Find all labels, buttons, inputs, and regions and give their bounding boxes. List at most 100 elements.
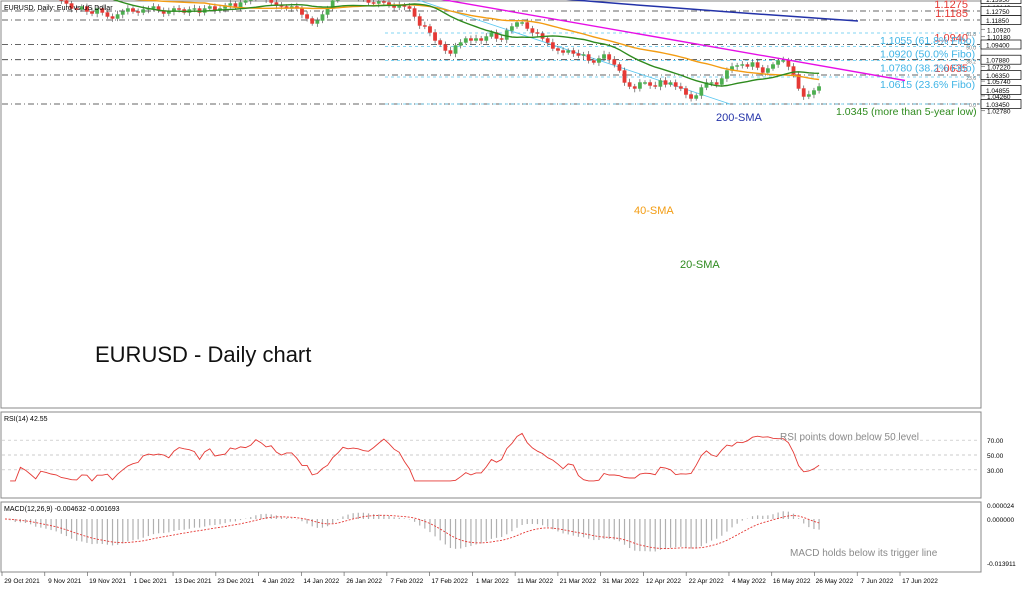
candle-body (637, 82, 642, 89)
candle-body (110, 16, 115, 19)
candle-body (422, 25, 427, 27)
price-flag-label: 1.04855 (986, 88, 1010, 95)
candle-body (484, 36, 489, 41)
macd-panel-frame (0, 501, 982, 573)
candle-body (745, 64, 750, 67)
rsi-note: RSI points down below 50 level (780, 432, 919, 443)
fibo-label: 1.0920 (50.0% Fibo) (880, 49, 975, 61)
resistance-label: 1.0940 (934, 33, 968, 45)
candle-body (315, 20, 320, 24)
x-tick-label: 1 Mar 2022 (476, 578, 509, 585)
x-axis-layer: 29 Oct 2021 9 Nov 2021 19 Nov 2021 1 Dec 20… (1, 572, 938, 585)
candle-body (305, 14, 309, 19)
candle-body (85, 6, 89, 12)
x-tick-label: 17 Jun 2022 (902, 578, 938, 585)
candle-body (417, 16, 422, 26)
candle-body (571, 50, 576, 54)
candle-body (719, 78, 724, 85)
x-tick-label: 13 Dec 2021 (175, 578, 212, 585)
candle-body (704, 82, 709, 88)
candle-body (535, 32, 540, 34)
x-tick-label: 4 Jan 2022 (262, 578, 295, 585)
candle-body (177, 8, 181, 10)
candle-body (648, 82, 653, 86)
price-flag-label: 1.13950 (986, 0, 1010, 4)
candle-body (105, 12, 110, 17)
candle-body (474, 38, 478, 41)
candle-body (248, 0, 253, 1)
price-flag (980, 0, 1022, 4)
x-tick-label: 26 Jan 2022 (346, 578, 382, 585)
price-flag (980, 85, 1022, 95)
candle-body (791, 66, 796, 75)
candle-body (325, 8, 330, 15)
candle-body (428, 26, 432, 33)
candle-body (59, 0, 64, 1)
sma-20-label: 20-SMA (680, 259, 720, 271)
price-tick-label: 1.02780 (987, 109, 1011, 116)
price-flag (980, 15, 1022, 25)
candle-body (238, 2, 243, 8)
candle-body (438, 40, 443, 45)
candle-body (79, 6, 84, 10)
candle-body (817, 86, 821, 91)
resistance-label: 1.0635 (934, 63, 968, 75)
fibo-diagonal (416, 0, 731, 105)
x-tick-label: 1 Dec 2021 (134, 578, 168, 585)
price-flag-label: 1.06350 (986, 73, 1010, 80)
candle-body (781, 60, 786, 62)
candle-body (699, 87, 704, 96)
candle-body (335, 0, 340, 1)
candle-body (530, 28, 535, 33)
candle-body (694, 95, 699, 99)
price-tick-label: 1.10180 (987, 35, 1011, 42)
resistance-label: 1.1275 (934, 0, 968, 11)
x-tick-label: 23 Dec 2021 (217, 578, 254, 585)
candle-body (689, 94, 693, 99)
candle-body (469, 38, 473, 41)
candle-body (453, 45, 458, 54)
x-tick-label: 9 Nov 2021 (48, 578, 82, 585)
candle-body (151, 6, 156, 9)
candle-body (120, 11, 125, 15)
x-tick-label: 19 Nov 2021 (89, 578, 126, 585)
candle-body (581, 54, 586, 56)
candle-body (509, 26, 514, 31)
candle-body (678, 86, 683, 89)
candle-body (586, 54, 591, 61)
candle-body (433, 32, 437, 41)
candle-body (136, 11, 141, 13)
macd-note: MACD holds below its trigger line (790, 548, 938, 559)
candle-body (141, 9, 146, 13)
price-tick-label: 1.10920 (987, 27, 1011, 34)
macd-tick-label: 0.000024 (987, 503, 1014, 510)
macd-signal-line (4, 514, 820, 549)
candle-body (709, 82, 714, 84)
price-flag-label: 1.09400 (986, 43, 1010, 50)
x-tick-label: 7 Feb 2022 (390, 578, 423, 585)
fibo-tag: 50.0 (966, 46, 976, 52)
candle-body (504, 30, 509, 40)
x-tick-label: 12 Apr 2022 (646, 578, 681, 585)
x-tick-label: 22 Apr 2022 (689, 578, 724, 585)
candle-body (796, 74, 801, 89)
candle-body (376, 1, 381, 4)
sma-200-label: 200-SMA (716, 112, 763, 124)
sma-40-label: 40-SMA (634, 205, 674, 217)
candle-body (95, 8, 100, 14)
candle-body (602, 54, 606, 59)
candle-body (653, 85, 658, 87)
candle-body (750, 62, 755, 67)
moving-averages-layer (112, 0, 859, 87)
rsi-layer: 70.00 50.00 30.00 (2, 432, 1004, 482)
candle-body (515, 22, 519, 27)
price-tick-label: 1.04260 (987, 94, 1011, 101)
candle-body (90, 11, 94, 14)
price-tick-label: 1.05740 (987, 79, 1011, 86)
candle-body (607, 54, 612, 60)
candle-body (100, 8, 105, 13)
candle-body (125, 8, 130, 12)
fibo-label: 1.1055 (61.8% Fibo) (880, 35, 975, 47)
candle-body (366, 0, 371, 3)
